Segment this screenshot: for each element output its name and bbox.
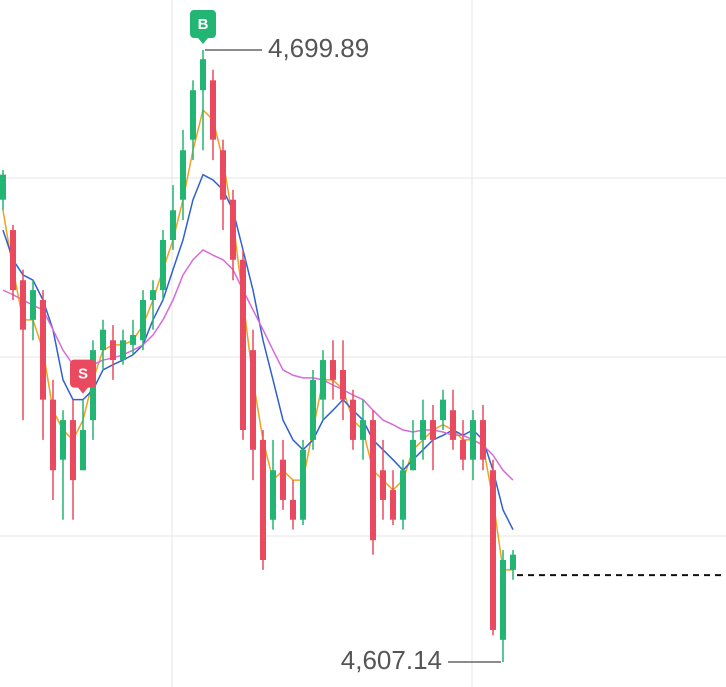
candle-body — [120, 340, 126, 361]
candle-body — [370, 420, 376, 541]
candle-body — [500, 559, 506, 640]
candle-body — [10, 230, 16, 291]
candle-body — [80, 430, 86, 471]
candle-body — [340, 369, 346, 400]
trade-marker — [190, 10, 216, 45]
candle-body — [240, 259, 246, 431]
candle-body — [130, 334, 136, 345]
candle-body — [270, 470, 276, 520]
candle-body — [350, 399, 356, 440]
candle-body — [30, 290, 36, 320]
candle-body — [250, 350, 256, 450]
moving-average-line — [2, 108, 513, 571]
candle-body — [260, 439, 266, 560]
candle-body — [510, 554, 516, 570]
candle-body — [40, 300, 46, 400]
candle-body — [150, 290, 156, 301]
candle-body — [410, 439, 416, 471]
candle-body — [390, 490, 396, 520]
candle-body — [480, 420, 486, 460]
candle-body — [50, 399, 56, 471]
candle-body — [60, 420, 66, 460]
candle-body — [290, 499, 296, 520]
candle-body — [450, 410, 456, 440]
candle-body — [280, 459, 286, 500]
candle-body — [220, 150, 226, 200]
candle-body — [200, 59, 206, 91]
candle-body — [20, 280, 26, 330]
candle-body — [70, 420, 76, 481]
candle-body — [380, 470, 386, 500]
candle-body — [490, 470, 496, 630]
candle-body — [420, 420, 426, 440]
trade-marker-label: S — [78, 366, 88, 383]
candle-body — [160, 239, 166, 291]
candle-body — [230, 199, 236, 260]
candle-body — [360, 420, 366, 440]
candle-body — [110, 340, 116, 361]
candle-body — [460, 439, 466, 460]
candle-body — [330, 360, 336, 380]
candle-body — [190, 90, 196, 140]
candle-body — [210, 80, 216, 140]
candle-body — [180, 150, 186, 200]
candle-body — [170, 210, 176, 240]
moving-average-line — [2, 173, 514, 530]
candle-body — [430, 420, 436, 440]
candle-body — [140, 300, 146, 341]
trade-marker-label: B — [198, 16, 209, 33]
trade-marker — [70, 359, 96, 394]
high-label: 4,699.89 — [268, 33, 369, 63]
candle-body — [470, 420, 476, 460]
candle-body — [440, 399, 446, 421]
candle-body — [310, 379, 316, 440]
low-label: 4,607.14 — [341, 645, 442, 675]
candle-body — [0, 174, 6, 200]
candle-body — [100, 329, 106, 351]
candle-body — [320, 360, 326, 400]
candle-body — [300, 449, 306, 520]
candle-body — [400, 470, 406, 520]
